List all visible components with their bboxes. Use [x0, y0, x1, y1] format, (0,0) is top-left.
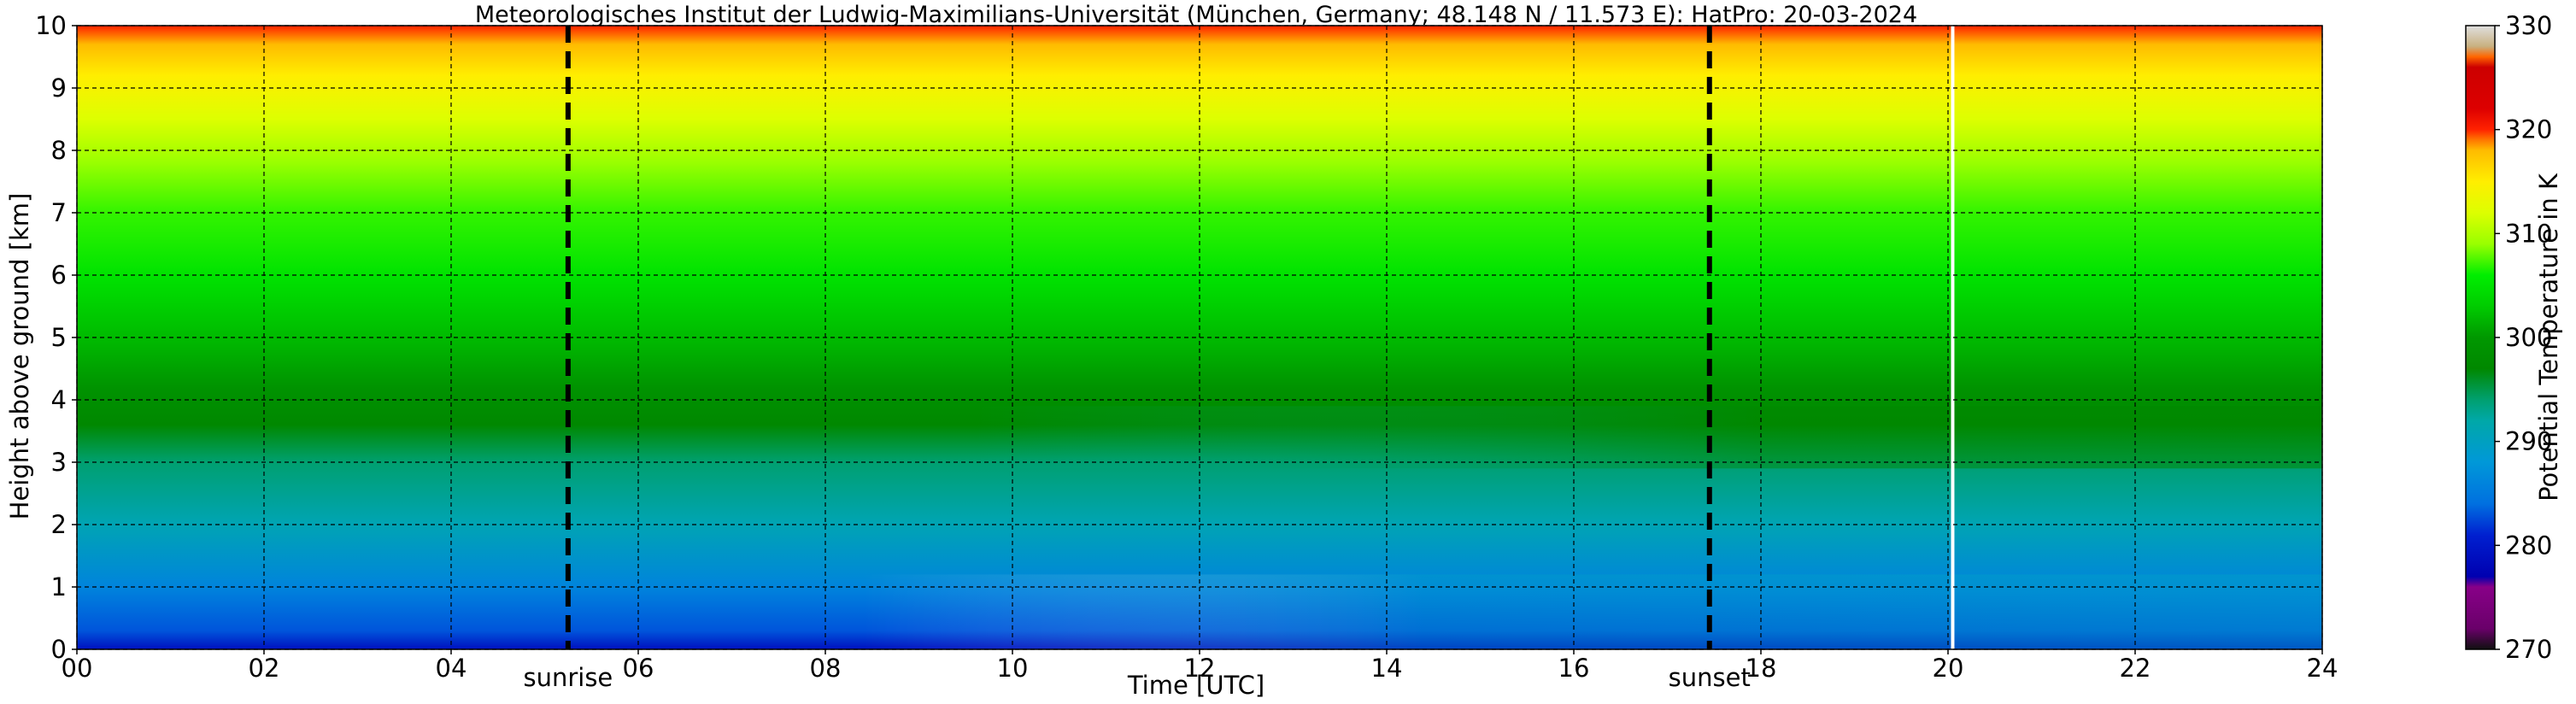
y-tick-label: 3: [51, 448, 67, 477]
y-tick-label: 10: [35, 11, 67, 40]
x-tick-label: 04: [436, 654, 467, 683]
y-tick-label: 7: [51, 198, 67, 227]
sunrise-label: sunrise: [523, 663, 613, 692]
x-axis: 00 02 04 06 08 10 12 14 16 18 20 22 24: [62, 649, 2338, 683]
x-tick-label: 24: [2307, 654, 2338, 683]
colorbar-scale: [2465, 25, 2496, 650]
y-axis-label: Height above ground [km]: [5, 193, 34, 520]
x-axis-label: Time [UTC]: [1127, 671, 1265, 700]
x-tick-label: 02: [249, 654, 280, 683]
colorbar-tick-label: 300: [2505, 323, 2552, 352]
colorbar-tick-label: 320: [2505, 115, 2552, 144]
x-tick-label: 20: [1933, 654, 1964, 683]
x-tick-label: 06: [623, 654, 654, 683]
x-tick-label: 16: [1558, 654, 1590, 683]
data-gap-line: [1951, 26, 1955, 649]
y-tick-label: 4: [51, 385, 67, 414]
y-tick-label: 6: [51, 261, 67, 290]
x-tick-label: 08: [810, 654, 842, 683]
y-tick-label: 2: [51, 510, 67, 539]
x-tick-label: 22: [2120, 654, 2151, 683]
colorbar-tick-label: 290: [2505, 427, 2552, 456]
plot-area: sunrise sunset: [76, 25, 2323, 692]
x-tick-label: 10: [997, 654, 1029, 683]
x-tick-label: 18: [1746, 654, 1777, 683]
y-tick-label: 1: [51, 572, 67, 601]
colorbar-label: Potential Temperature in K: [2534, 173, 2563, 502]
colorbar: 270 280 290 300 310 320 330: [2465, 11, 2552, 664]
y-tick-label: 9: [51, 73, 67, 103]
x-tick-label: 00: [62, 654, 93, 683]
colorbar-tick-label: 280: [2505, 531, 2552, 560]
chart-title: Meteorologisches Institut der Ludwig-Max…: [475, 2, 1917, 28]
sun-markers: sunrise sunset: [523, 26, 1751, 692]
colorbar-ticks: 270 280 290 300 310 320 330: [2495, 11, 2552, 664]
x-tick-label: 12: [1184, 654, 1216, 683]
colorbar-tick-label: 270: [2505, 635, 2552, 664]
x-tick-label: 14: [1371, 654, 1403, 683]
y-tick-label: 5: [51, 323, 67, 352]
sunset-label: sunset: [1669, 663, 1751, 692]
colorbar-tick-label: 310: [2505, 219, 2552, 248]
y-tick-label: 0: [51, 635, 67, 664]
y-axis: 0 1 2 3 4 5 6 7 8 9 10: [35, 11, 77, 664]
colorbar-tick-label: 330: [2505, 11, 2552, 40]
y-tick-label: 8: [51, 136, 67, 165]
